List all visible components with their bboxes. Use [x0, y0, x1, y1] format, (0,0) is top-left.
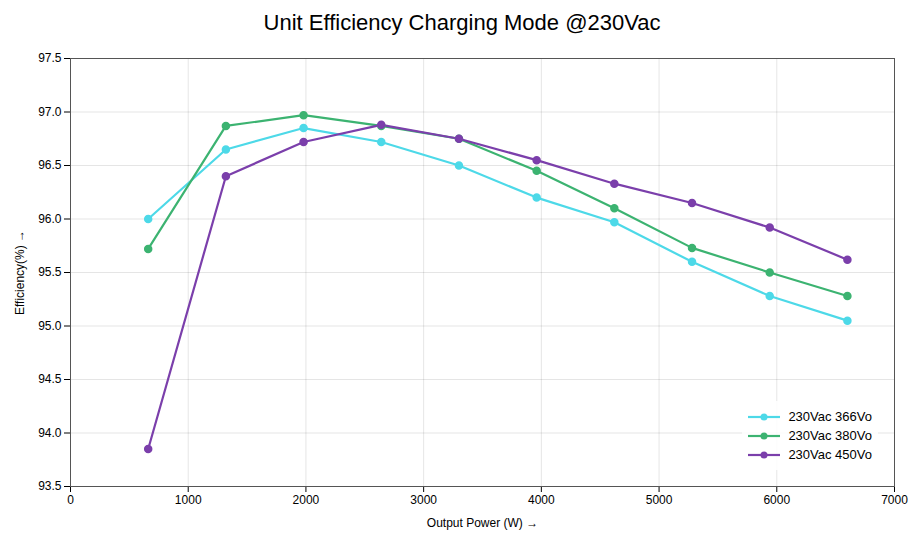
svg-text:4000: 4000 [528, 493, 555, 507]
html-text:Unit Efficiency Charging Mode: Unit Efficiency Charging Mode @230Vac [263, 10, 661, 35]
html-text:230Vac 380Vo: 230Vac 380Vo [788, 428, 872, 443]
svg-text:3000: 3000 [410, 493, 437, 507]
svg-text:94.0: 94.0 [38, 426, 62, 440]
svg-text:5000: 5000 [646, 493, 673, 507]
svg-text:7000: 7000 [881, 493, 908, 507]
svg-text:Output Power (W) →: Output Power (W) → [427, 516, 538, 530]
html-text:230Vac 366Vo: 230Vac 366Vo [788, 409, 872, 424]
svg-text:93.5: 93.5 [38, 479, 62, 493]
svg-text:94.5: 94.5 [38, 372, 62, 386]
html-text:230Vac 450Vo: 230Vac 450Vo [788, 447, 872, 462]
svg-text:6000: 6000 [763, 493, 790, 507]
svg-text:1000: 1000 [175, 493, 202, 507]
svg-text:95.0: 95.0 [38, 319, 62, 333]
svg-text:96.5: 96.5 [38, 158, 62, 172]
svg-text:0: 0 [67, 493, 74, 507]
svg-text:Efficiency(%) →: Efficiency(%) → [13, 230, 27, 315]
svg-text:95.5: 95.5 [38, 265, 62, 279]
svg-text:96.0: 96.0 [38, 212, 62, 226]
svg-text:2000: 2000 [293, 493, 320, 507]
svg-text:97.0: 97.0 [38, 105, 62, 119]
svg-text:97.5: 97.5 [38, 51, 62, 65]
